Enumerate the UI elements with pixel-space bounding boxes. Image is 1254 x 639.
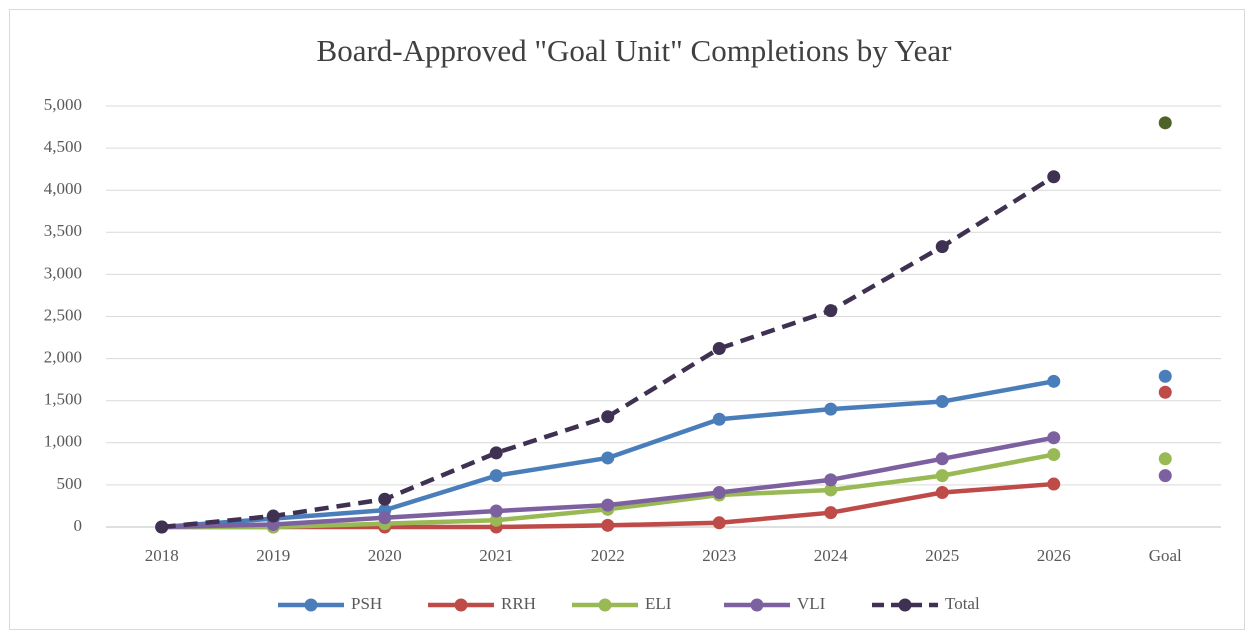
goal-point [1158, 469, 1172, 483]
legend-label: RRH [501, 594, 536, 613]
point [1047, 448, 1061, 462]
point [824, 483, 838, 497]
goal-point [1158, 369, 1172, 383]
point [712, 412, 726, 426]
y-tick-label: 3,000 [44, 263, 82, 282]
point [601, 410, 615, 424]
chart-title: Board-Approved "Goal Unit" Completions b… [317, 33, 953, 68]
point [378, 492, 392, 506]
point [1047, 477, 1061, 491]
x-tick-label: 2026 [1037, 546, 1071, 565]
legend-marker [304, 598, 318, 612]
y-tick-label: 500 [57, 474, 83, 493]
point [935, 485, 949, 499]
x-tick-label: 2018 [145, 546, 179, 565]
y-tick-label: 4,000 [44, 179, 82, 198]
point [489, 504, 503, 518]
y-tick-label: 0 [74, 516, 83, 535]
point [712, 516, 726, 530]
point [935, 469, 949, 483]
x-tick-label: 2023 [702, 546, 736, 565]
goal-point [1158, 452, 1172, 466]
chart-border [9, 9, 1245, 630]
legend-label: ELI [645, 594, 672, 613]
point [824, 402, 838, 416]
point [155, 520, 169, 534]
y-tick-label: 1,500 [44, 390, 82, 409]
y-tick-label: 2,000 [44, 348, 82, 367]
y-tick-label: 4,500 [44, 137, 82, 156]
y-tick-label: 2,500 [44, 305, 82, 324]
y-tick-label: 5,000 [44, 95, 82, 114]
legend-label: PSH [351, 594, 382, 613]
x-tick-label: 2021 [479, 546, 513, 565]
point [824, 304, 838, 318]
point [489, 446, 503, 460]
point [378, 511, 392, 525]
legend-marker [598, 598, 612, 612]
goal-point [1158, 385, 1172, 399]
point [935, 240, 949, 254]
point [489, 513, 503, 527]
x-tick-label: 2024 [814, 546, 849, 565]
point [712, 341, 726, 355]
legend-marker [898, 598, 912, 612]
legend-label: VLI [797, 594, 826, 613]
x-tick-label: Goal [1149, 546, 1182, 565]
point [935, 452, 949, 466]
x-tick-label: 2020 [368, 546, 402, 565]
point [935, 395, 949, 409]
point [266, 509, 280, 523]
point [824, 506, 838, 520]
point [1047, 374, 1061, 388]
y-tick-label: 1,000 [44, 432, 82, 451]
point [1047, 431, 1061, 445]
legend-label: Total [945, 594, 980, 613]
legend-marker [454, 598, 468, 612]
point [601, 498, 615, 512]
point [824, 473, 838, 487]
point [601, 451, 615, 465]
x-tick-label: 2022 [591, 546, 625, 565]
point [712, 485, 726, 499]
point [1047, 170, 1061, 184]
goal-point [1158, 116, 1172, 130]
point [601, 518, 615, 532]
point [489, 469, 503, 483]
legend-marker [750, 598, 764, 612]
x-tick-label: 2019 [256, 546, 290, 565]
y-tick-label: 3,500 [44, 221, 82, 240]
x-tick-label: 2025 [925, 546, 959, 565]
